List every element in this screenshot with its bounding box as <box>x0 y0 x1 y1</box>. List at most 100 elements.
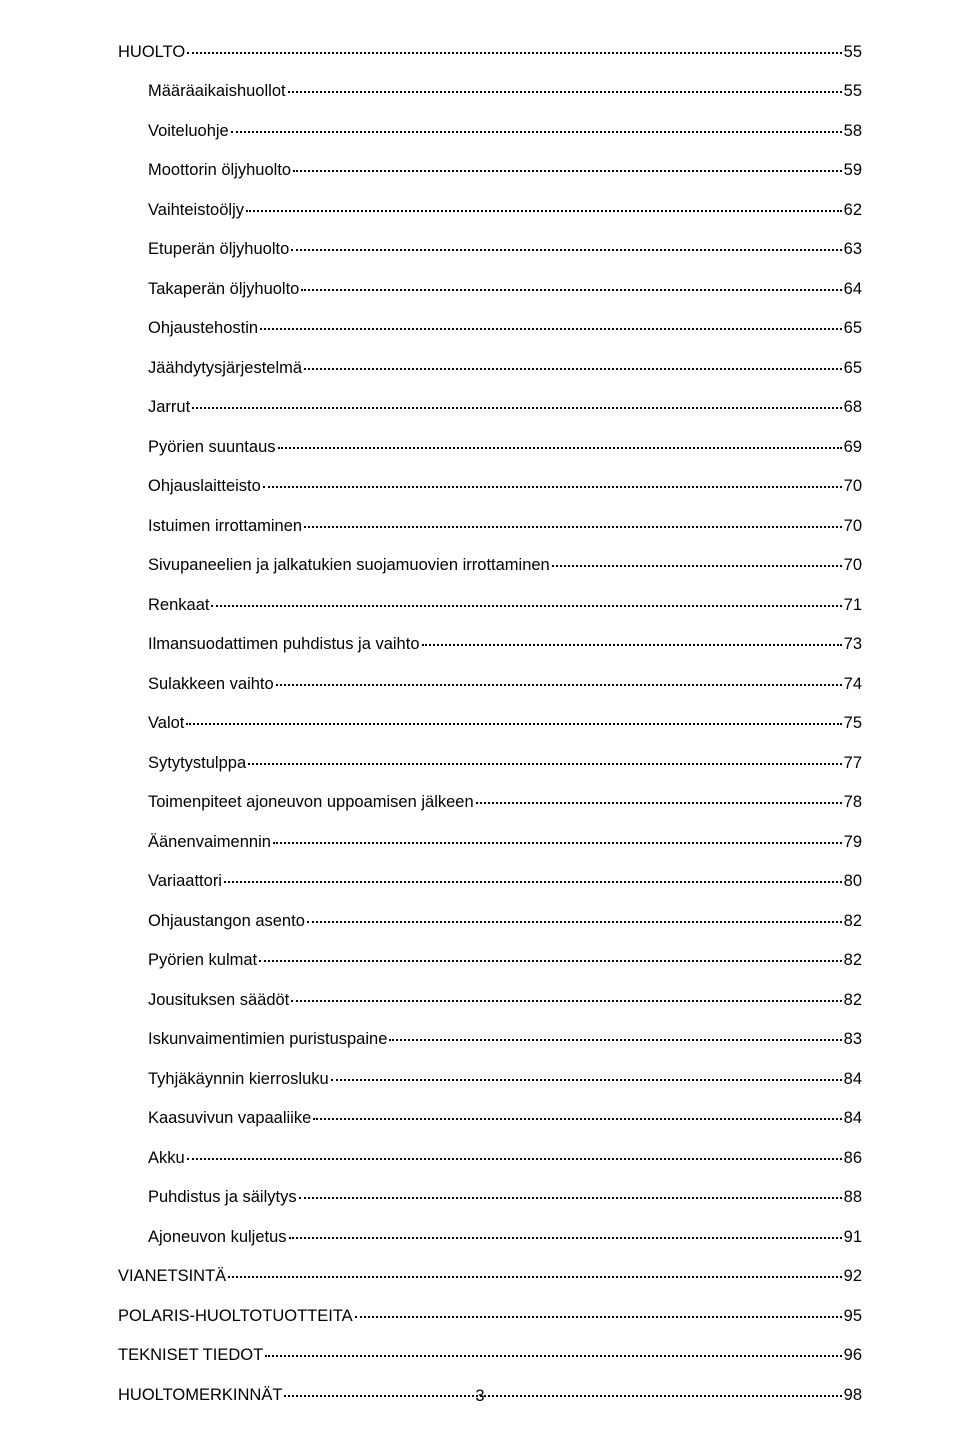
toc-leader-dots <box>260 317 842 334</box>
toc-label: Istuimen irrottaminen <box>148 518 302 535</box>
document-page: HUOLTO 55 Määräaikaishuollot 55 Voiteluohj… <box>0 0 960 1453</box>
toc-row: Valot 75 <box>118 712 862 732</box>
toc-row: VIANETSINTÄ 92 <box>118 1265 862 1285</box>
toc-page-number: 96 <box>844 1347 862 1364</box>
toc-row: Sulakkeen vaihto 74 <box>118 672 862 692</box>
toc-page-number: 79 <box>844 834 862 851</box>
toc-page-number: 64 <box>844 281 862 298</box>
toc-row: Jäähdytysjärjestelmä 65 <box>118 356 862 376</box>
toc-label: Voiteluohje <box>148 123 229 140</box>
toc-label: Pyörien suuntaus <box>148 439 276 456</box>
toc-row: Jarrut 68 <box>118 396 862 416</box>
toc-page-number: 75 <box>844 715 862 732</box>
toc-row: Ilmansuodattimen puhdistus ja vaihto 73 <box>118 633 862 653</box>
toc-leader-dots <box>476 791 842 808</box>
toc-row: Toimenpiteet ajoneuvon uppoamisen jälkee… <box>118 791 862 811</box>
toc-leader-dots <box>187 1146 842 1163</box>
toc-leader-dots <box>231 119 842 136</box>
toc-row: Renkaat 71 <box>118 593 862 613</box>
toc-row: Puhdistus ja säilytys 88 <box>118 1186 862 1206</box>
toc-label: Ilmansuodattimen puhdistus ja vaihto <box>148 636 420 653</box>
toc-leader-dots <box>304 356 842 373</box>
toc-row: Takaperän öljyhuolto 64 <box>118 277 862 297</box>
toc-label: Moottorin öljyhuolto <box>148 162 291 179</box>
toc-page-number: 71 <box>844 597 862 614</box>
toc-leader-dots <box>301 277 841 294</box>
toc-leader-dots <box>276 672 842 689</box>
toc-row: Voiteluohje 58 <box>118 119 862 139</box>
toc-label: Äänenvaimennin <box>148 834 271 851</box>
toc-page-number: 65 <box>844 320 862 337</box>
toc-row: Vaihteistoöljy 62 <box>118 198 862 218</box>
toc-row: Ohjaustehostin 65 <box>118 317 862 337</box>
toc-label: Puhdistus ja säilytys <box>148 1189 297 1206</box>
toc-row: Etuperän öljyhuolto 63 <box>118 238 862 258</box>
toc-label: Takaperän öljyhuolto <box>148 281 299 298</box>
toc-page-number: 82 <box>844 952 862 969</box>
toc-leader-dots <box>263 475 842 492</box>
toc-leader-dots <box>293 159 842 176</box>
toc-label: Etuperän öljyhuolto <box>148 241 289 258</box>
toc-row: Pyörien kulmat 82 <box>118 949 862 969</box>
toc-row: HUOLTO 55 <box>118 40 862 60</box>
toc-page-number: 74 <box>844 676 862 693</box>
toc-page-number: 91 <box>844 1229 862 1246</box>
toc-row: Iskunvaimentimien puristuspaine 83 <box>118 1028 862 1048</box>
toc-label: Renkaat <box>148 597 209 614</box>
toc-label: Toimenpiteet ajoneuvon uppoamisen jälkee… <box>148 794 474 811</box>
toc-label: Sivupaneelien ja jalkatukien suojamuovie… <box>148 557 550 574</box>
toc-leader-dots <box>291 238 841 255</box>
toc-row: Ajoneuvon kuljetus 91 <box>118 1225 862 1245</box>
toc-label: Pyörien kulmat <box>148 952 257 969</box>
toc-leader-dots <box>278 435 842 452</box>
toc-row: Tyhjäkäynnin kierrosluku 84 <box>118 1067 862 1087</box>
page-number: 3 <box>0 1387 960 1406</box>
toc-label: TEKNISET TIEDOT <box>118 1347 263 1364</box>
toc-row: Kaasuvivun vapaaliike 84 <box>118 1107 862 1127</box>
toc-leader-dots <box>355 1304 842 1321</box>
toc-leader-dots <box>422 633 842 650</box>
toc-page-number: 84 <box>844 1071 862 1088</box>
toc-leader-dots <box>299 1186 842 1203</box>
toc-label: Ajoneuvon kuljetus <box>148 1229 287 1246</box>
toc-leader-dots <box>187 40 841 57</box>
toc-leader-dots <box>304 514 842 531</box>
toc-leader-dots <box>186 712 841 729</box>
toc-row: POLARIS-HUOLTOTUOTTEITA 95 <box>118 1304 862 1324</box>
toc-row: Äänenvaimennin 79 <box>118 830 862 850</box>
toc-page-number: 84 <box>844 1110 862 1127</box>
toc-page-number: 58 <box>844 123 862 140</box>
toc-page-number: 73 <box>844 636 862 653</box>
toc-row: Ohjauslaitteisto 70 <box>118 475 862 495</box>
toc-label: Sytytystulppa <box>148 755 246 772</box>
toc-page-number: 88 <box>844 1189 862 1206</box>
toc-leader-dots <box>389 1028 841 1045</box>
toc-label: HUOLTO <box>118 44 185 61</box>
toc-page-number: 62 <box>844 202 862 219</box>
toc-leader-dots <box>331 1067 842 1084</box>
toc-label: Jousituksen säädöt <box>148 992 289 1009</box>
toc-page-number: 70 <box>844 557 862 574</box>
toc-row: Moottorin öljyhuolto 59 <box>118 159 862 179</box>
toc-page-number: 68 <box>844 399 862 416</box>
toc-leader-dots <box>224 870 842 887</box>
toc-page-number: 82 <box>844 913 862 930</box>
toc-page-number: 77 <box>844 755 862 772</box>
toc-label: Vaihteistoöljy <box>148 202 244 219</box>
toc-page-number: 80 <box>844 873 862 890</box>
toc-leader-dots <box>313 1107 841 1124</box>
toc-label: Jäähdytysjärjestelmä <box>148 360 302 377</box>
toc-label: Kaasuvivun vapaaliike <box>148 1110 311 1127</box>
toc-page-number: 69 <box>844 439 862 456</box>
toc-label: Määräaikaishuollot <box>148 83 286 100</box>
toc-leader-dots <box>228 1265 841 1282</box>
toc-row: Määräaikaishuollot 55 <box>118 80 862 100</box>
toc-page-number: 70 <box>844 518 862 535</box>
toc-page-number: 63 <box>844 241 862 258</box>
toc-leader-dots <box>552 554 842 571</box>
toc-label: Sulakkeen vaihto <box>148 676 274 693</box>
toc-label: Iskunvaimentimien puristuspaine <box>148 1031 387 1048</box>
toc-label: Tyhjäkäynnin kierrosluku <box>148 1071 329 1088</box>
toc-row: Jousituksen säädöt 82 <box>118 988 862 1008</box>
toc-page-number: 86 <box>844 1150 862 1167</box>
